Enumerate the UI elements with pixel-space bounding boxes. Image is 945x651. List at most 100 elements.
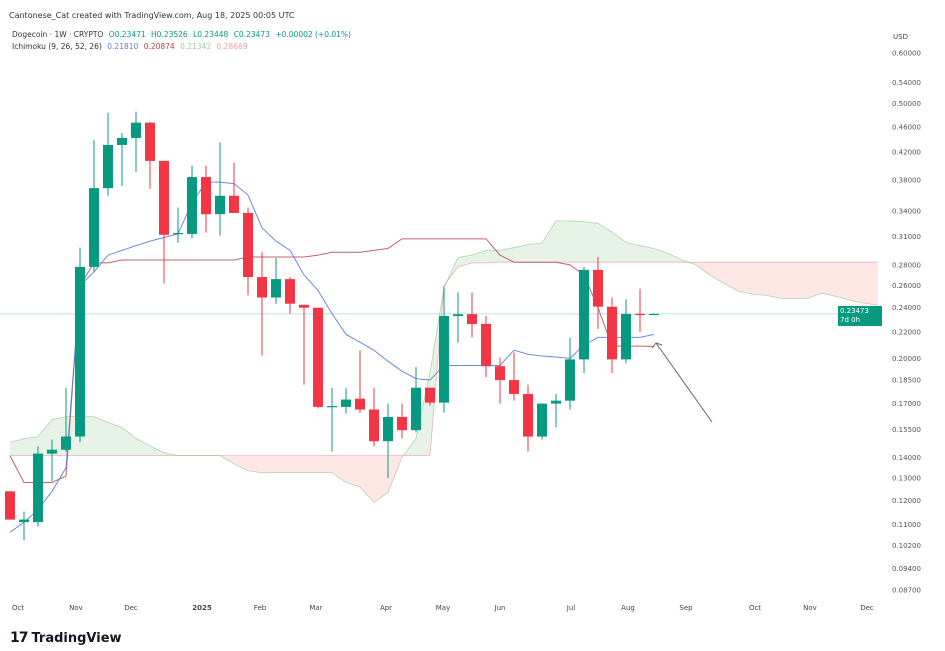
candle[interactable] [47,439,57,482]
candle[interactable] [649,313,659,316]
cloud-segment [668,253,682,263]
close-value: C0.23473 [233,30,270,39]
candle[interactable] [257,252,267,356]
candle[interactable] [187,165,197,239]
cloud-segment [150,445,164,456]
arrow-annotation[interactable] [651,342,713,423]
cloud-segment [654,248,668,263]
y-tick-label: 0.50000 [892,100,921,108]
candle-body [243,212,253,278]
candle[interactable] [19,511,29,541]
candle[interactable] [145,122,155,189]
x-tick-label: Apr [380,604,392,612]
cloud-segment [794,262,808,299]
candle[interactable] [103,112,113,196]
candle[interactable] [271,258,281,304]
candle-body [383,416,393,442]
open-value: O0.23471 [108,30,146,39]
cloud-segment [290,455,304,473]
span-b-value: 0.28669 [216,42,248,51]
indicator-name[interactable]: Ichimoku (9, 26, 52, 26) [12,42,102,51]
cloud-segment [766,262,780,299]
y-tick-label: 0.08700 [892,586,921,594]
candle[interactable] [61,388,71,452]
tradingview-brand[interactable]: 𝟭𝟳 TradingView [10,630,122,646]
candle[interactable] [131,111,141,173]
candle[interactable] [565,337,575,410]
candle[interactable] [285,277,295,314]
candle[interactable] [551,393,561,428]
candle-body [635,313,645,316]
candle-body [75,266,85,437]
ichimoku-cloud [10,220,878,503]
cloud-segment [248,455,262,473]
candle-body [89,188,99,267]
candle[interactable] [229,162,239,213]
span-a-value: 0.21342 [180,42,212,51]
candle[interactable] [369,387,379,447]
currency-label[interactable]: USD [893,33,908,41]
cloud-segment [752,262,766,296]
cloud-segment [836,262,850,301]
candle-body [411,387,421,431]
indicator-row: Ichimoku (9, 26, 52, 26) 0.21810 0.20874… [12,41,354,53]
candle[interactable] [313,307,323,409]
candle-body [551,400,561,404]
candle[interactable] [215,142,225,236]
candle[interactable] [579,266,589,374]
price-axis-bg[interactable] [882,20,945,610]
x-tick-label: Jul [566,604,576,612]
candle[interactable] [383,403,393,479]
candle[interactable] [89,140,99,272]
cloud-segment [122,427,136,456]
y-axis-ticks: 0.60000 0.54000 0.50000 0.46000 0.42000 0.380… [892,50,921,595]
y-tick-label: 0.28000 [892,261,921,269]
candle[interactable] [635,288,645,332]
low-value: L0.23448 [193,30,229,39]
cloud-segment [136,438,150,456]
cloud-segment [738,262,752,295]
candle[interactable] [453,292,463,343]
x-tick-label: Dec [860,604,874,612]
candle[interactable] [327,387,337,452]
candle[interactable] [299,304,309,385]
candle[interactable] [341,387,351,414]
candle-body [341,399,351,407]
candle[interactable] [411,366,421,433]
candle[interactable] [593,257,603,329]
senkou-span-b-line [10,261,878,456]
candle[interactable] [173,207,183,243]
candle[interactable] [355,350,365,413]
candle[interactable] [159,160,169,284]
candle[interactable] [425,387,435,406]
candle[interactable] [467,292,477,338]
y-tick-label: 0.09400 [892,565,921,573]
candle[interactable] [75,247,85,443]
candle[interactable] [439,286,449,413]
candle[interactable] [5,491,15,520]
candle[interactable] [537,403,547,440]
candle[interactable] [481,315,491,378]
y-tick-label: 0.10200 [892,542,921,550]
candle[interactable] [621,299,631,364]
candle[interactable] [243,207,253,296]
candle[interactable] [509,352,519,401]
candle[interactable] [523,384,533,452]
candle[interactable] [397,403,407,439]
candle[interactable] [33,446,43,527]
y-tick-label: 0.17000 [892,400,921,408]
change-value: +0.00002 (+0.01%) [275,30,351,39]
symbol-name[interactable]: Dogecoin · 1W · CRYPTO [12,30,104,39]
cloud-segment [514,244,528,263]
candle[interactable] [607,297,617,374]
y-tick-label: 0.38000 [892,176,921,184]
candle[interactable] [117,132,127,186]
y-tick-label: 0.46000 [892,123,921,131]
y-tick-label: 0.22000 [892,328,921,336]
cloud-segment [808,262,822,299]
candle[interactable] [201,165,211,233]
current-price-badge: 0.23473 7d 0h [838,306,882,326]
candle[interactable] [495,357,505,404]
candle-body [481,323,491,367]
